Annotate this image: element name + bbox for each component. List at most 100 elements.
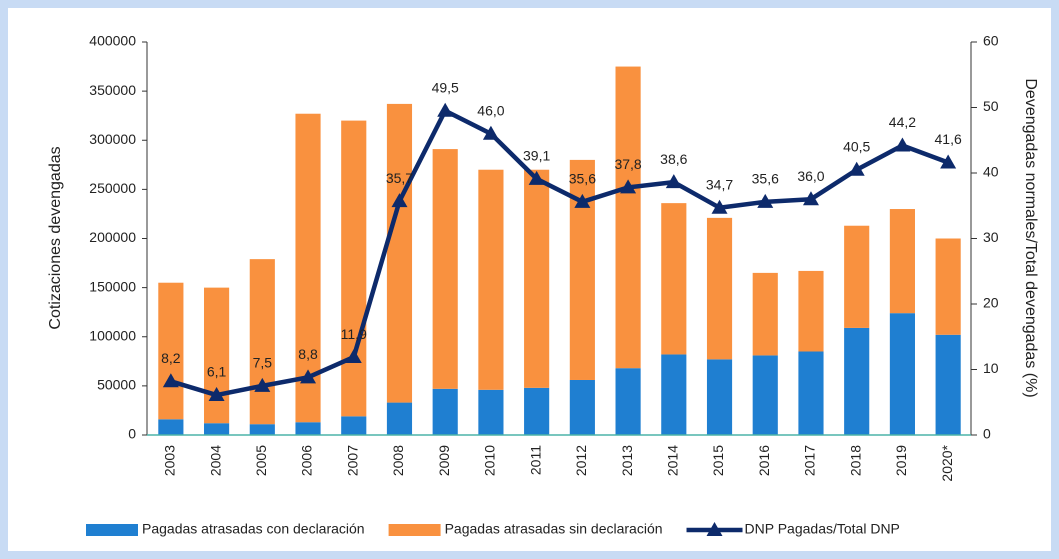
- bar: [935, 238, 961, 335]
- y-tick-label: 200000: [89, 229, 136, 245]
- bar: [386, 402, 413, 435]
- bar: [569, 159, 595, 380]
- marker: [940, 154, 957, 169]
- y2-tick-label: 20: [983, 295, 999, 311]
- bar: [661, 354, 687, 435]
- legend-swatch: [86, 524, 138, 536]
- y-tick-label: 300000: [89, 131, 136, 147]
- data-label: 8,2: [161, 350, 181, 366]
- bar: [798, 351, 824, 435]
- bar: [341, 416, 367, 435]
- x-tick-label: 2015: [710, 445, 726, 476]
- bar: [341, 120, 367, 417]
- y-tick-label: 400000: [89, 33, 136, 49]
- marker: [802, 191, 819, 206]
- bar: [752, 355, 778, 435]
- bar: [524, 387, 550, 435]
- bar: [432, 149, 458, 389]
- data-label: 6,1: [207, 364, 227, 380]
- data-label: 11,9: [341, 326, 367, 342]
- data-label: 7,5: [253, 355, 273, 371]
- x-tick-label: 2003: [162, 445, 178, 476]
- x-tick-label: 2014: [665, 445, 681, 476]
- y2-tick-label: 40: [983, 164, 999, 180]
- data-label: 8,8: [298, 346, 318, 362]
- bar: [295, 422, 321, 435]
- bar: [844, 327, 870, 435]
- bar: [935, 334, 961, 435]
- bar: [889, 313, 915, 435]
- x-tick-label: 2005: [253, 445, 269, 476]
- bar: [798, 270, 824, 352]
- x-tick-label: 2010: [482, 445, 498, 476]
- bar: [158, 282, 184, 420]
- data-label: 41,6: [935, 131, 962, 147]
- bar: [752, 272, 778, 356]
- y-axis-title: Cotizaciones devengadas: [47, 146, 64, 329]
- legend-marker: [706, 522, 723, 536]
- y-tick-label: 350000: [89, 82, 136, 98]
- marker: [437, 102, 454, 117]
- y2-tick-label: 0: [983, 426, 991, 442]
- marker: [391, 193, 408, 208]
- bar: [249, 259, 275, 425]
- x-tick-label: 2007: [344, 445, 360, 476]
- bar: [249, 424, 275, 435]
- data-label: 39,1: [523, 148, 550, 164]
- data-label: 44,2: [889, 114, 916, 130]
- bar: [706, 359, 733, 435]
- legend-label: Pagadas atrasadas con declaración: [142, 521, 365, 537]
- data-label: 46,0: [477, 102, 504, 118]
- bar: [661, 203, 687, 355]
- bar: [478, 169, 504, 390]
- legend-label: Pagadas atrasadas sin declaración: [445, 521, 663, 537]
- bar: [889, 209, 915, 314]
- marker: [620, 179, 637, 194]
- x-tick-label: 2009: [436, 445, 452, 476]
- marker: [482, 125, 499, 140]
- x-tick-label: 2006: [299, 445, 315, 476]
- bar: [615, 66, 641, 369]
- marker: [574, 193, 591, 208]
- x-tick-label: 2008: [390, 445, 406, 476]
- data-label: 34,7: [706, 176, 733, 192]
- x-tick-label: 2019: [893, 445, 909, 476]
- data-label: 40,5: [843, 138, 870, 154]
- bar: [478, 389, 504, 435]
- data-label: 35,6: [752, 171, 779, 187]
- marker: [254, 377, 271, 392]
- marker: [208, 387, 225, 402]
- y-tick-label: 100000: [89, 327, 136, 343]
- bar: [432, 388, 458, 435]
- marker: [665, 174, 682, 189]
- y-tick-label: 150000: [89, 278, 136, 294]
- bar: [204, 287, 230, 424]
- bar: [615, 368, 641, 435]
- marker: [757, 193, 774, 208]
- x-tick-label: 2012: [573, 445, 589, 476]
- x-tick-label: 2016: [756, 445, 772, 476]
- x-tick-label: 2004: [207, 445, 223, 476]
- legend-label: DNP Pagadas/Total DNP: [745, 521, 900, 537]
- data-label: 35,7: [386, 170, 413, 186]
- data-label: 38,6: [660, 151, 687, 167]
- bar: [844, 225, 870, 328]
- y2-axis-title: Devengadas normales/Total devengadas (%): [1022, 78, 1039, 397]
- x-tick-label: 2013: [619, 445, 635, 476]
- marker: [300, 369, 317, 384]
- y-tick-label: 50000: [97, 377, 136, 393]
- x-tick-label: 2020*: [939, 444, 955, 481]
- bar: [204, 423, 230, 435]
- y2-tick-label: 10: [983, 360, 999, 376]
- y2-tick-label: 60: [983, 33, 999, 49]
- marker: [162, 373, 179, 388]
- x-tick-label: 2011: [527, 445, 543, 475]
- x-tick-label: 2017: [802, 445, 818, 476]
- data-label: 36,0: [797, 168, 824, 184]
- x-tick-label: 2018: [847, 445, 863, 476]
- marker: [848, 161, 865, 176]
- bar: [524, 169, 550, 388]
- bar: [158, 419, 184, 435]
- bar: [386, 103, 413, 403]
